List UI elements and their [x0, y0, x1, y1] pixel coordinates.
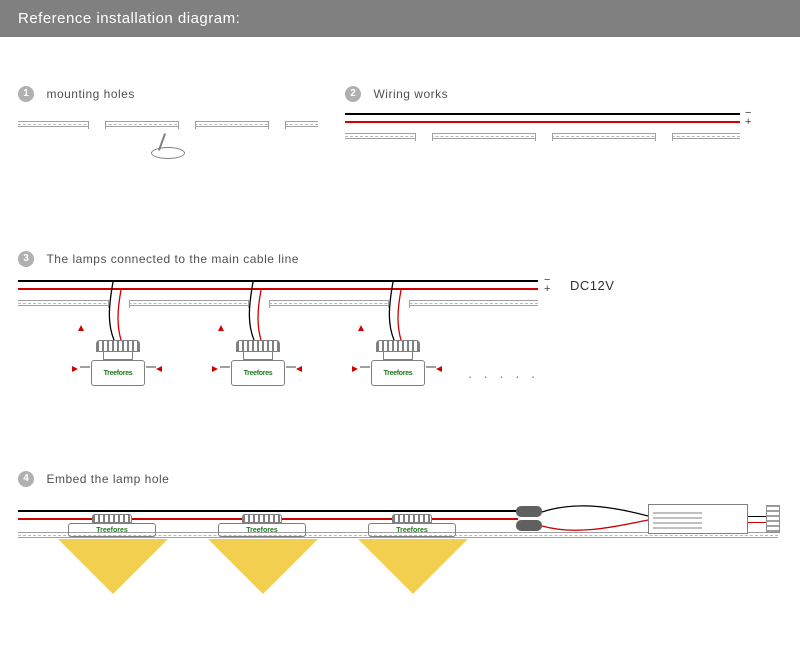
mounting-hole: [268, 121, 286, 129]
clip-arrow-icon: [212, 366, 218, 372]
clip-arrow-icon: [156, 366, 162, 372]
lamp-brand: Treefores: [68, 523, 156, 537]
insert-arrow-up-icon: [218, 325, 224, 331]
step-4: 4 Embed the lamp hole Treefores Treefore…: [18, 470, 778, 642]
clip-arrow-icon: [436, 366, 442, 372]
step-1-badge: 1: [18, 86, 34, 102]
clip-arrow-icon: [352, 366, 358, 372]
continuation-dots: . . . . .: [468, 365, 539, 381]
lamp-brand: Treefores: [218, 523, 306, 537]
driver-lead-wires: [538, 502, 658, 542]
step-2: 2 Wiring works − +: [345, 85, 775, 153]
plus-icon: +: [745, 116, 751, 128]
plus-icon: +: [544, 283, 550, 295]
mounting-hole: [178, 121, 196, 129]
ac-lead: [748, 516, 768, 517]
clip-arrow-icon: [72, 366, 78, 372]
led-driver: [648, 504, 748, 534]
light-beam: [58, 539, 168, 594]
insert-arrow-up-icon: [78, 325, 84, 331]
embedded-lamp: Treefores: [218, 514, 306, 537]
ac-plug-icon: [766, 505, 780, 533]
drill-hole-icon: [143, 137, 193, 167]
voltage-label: DC12V: [570, 278, 614, 293]
step-4-label: Embed the lamp hole: [46, 472, 169, 486]
clip-arrow-icon: [296, 366, 302, 372]
ac-lead: [748, 522, 768, 523]
mounting-hole: [535, 133, 553, 141]
mounting-hole: [655, 133, 673, 141]
step-2-badge: 2: [345, 86, 361, 102]
step-2-label: Wiring works: [373, 87, 448, 101]
step-3-label: The lamps connected to the main cable li…: [46, 252, 298, 266]
light-beam: [208, 539, 318, 594]
positive-wire: [345, 121, 740, 123]
lead-wires: [18, 280, 538, 400]
insert-arrow-up-icon: [358, 325, 364, 331]
step-1-ceiling-rail: [18, 121, 318, 127]
header-bar: Reference installation diagram:: [0, 0, 800, 37]
light-beam: [358, 539, 468, 594]
step-1: 1 mounting holes: [18, 85, 318, 167]
step-2-ceiling-rail: [345, 133, 740, 139]
mounting-hole: [415, 133, 433, 141]
header-title: Reference installation diagram:: [18, 10, 240, 27]
step-1-label: mounting holes: [46, 87, 134, 101]
negative-wire: [345, 113, 740, 115]
step-4-badge: 4: [18, 471, 34, 487]
lamp-brand: Treefores: [368, 523, 456, 537]
mounting-hole: [88, 121, 106, 129]
step-3-badge: 3: [18, 251, 34, 267]
embedded-lamp: Treefores: [68, 514, 156, 537]
step-3: 3 The lamps connected to the main cable …: [18, 250, 778, 430]
negative-wire: [18, 510, 518, 512]
embedded-lamp: Treefores: [368, 514, 456, 537]
